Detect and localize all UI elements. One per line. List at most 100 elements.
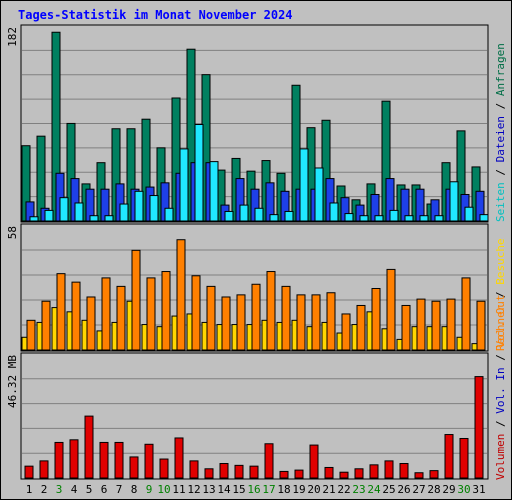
top-bar-seiten-day-3 bbox=[59, 197, 69, 222]
legend-anfragen: Anfragen bbox=[494, 43, 507, 96]
day-label-5: 5 bbox=[86, 483, 93, 496]
bottom-bar-volumen-day-11 bbox=[174, 437, 184, 479]
legend-bottom-text: Volumen / Vol. In / Vol. Out bbox=[494, 295, 507, 480]
mid-bar-rechner-day-2 bbox=[41, 300, 51, 351]
bottom-bar-volumen-day-23 bbox=[354, 468, 364, 479]
top-bar-seiten-day-16 bbox=[254, 207, 264, 222]
bottom-panel: 46.32 MB bbox=[6, 352, 489, 480]
bottom-bar-volumen-day-19 bbox=[294, 469, 304, 479]
mid-bar-rechner-day-3 bbox=[56, 273, 66, 351]
mid-bar-rechner-day-21 bbox=[326, 292, 336, 351]
day-label-13: 13 bbox=[202, 483, 215, 496]
mid-bar-rechner-day-6 bbox=[101, 277, 111, 351]
mid-bar-rechner-day-19 bbox=[296, 294, 306, 351]
bottom-bar-volumen-day-13 bbox=[204, 468, 214, 479]
mid-bar-rechner-day-7 bbox=[116, 285, 126, 351]
bottom-bar-volumen-day-4 bbox=[69, 439, 79, 479]
bottom-bar-volumen-day-14 bbox=[219, 463, 229, 479]
mid-bar-rechner-day-17 bbox=[266, 271, 276, 351]
mid-bar-rechner-day-5 bbox=[86, 296, 96, 351]
day-label-10: 10 bbox=[157, 483, 170, 496]
bottom-bars bbox=[24, 376, 484, 479]
top-bar-seiten-day-13 bbox=[209, 161, 219, 222]
mid-bar-rechner-day-4 bbox=[71, 281, 81, 351]
day-label-14: 14 bbox=[217, 483, 231, 496]
legend-sep: / bbox=[494, 348, 507, 368]
top-bar-seiten-day-29 bbox=[449, 181, 459, 222]
top-bar-seiten-day-6 bbox=[104, 215, 114, 222]
bottom-bar-volumen-day-27 bbox=[414, 472, 424, 479]
bottom-bar-volumen-day-3 bbox=[54, 441, 64, 479]
bottom-bar-volumen-day-24 bbox=[369, 464, 379, 479]
mid-bar-rechner-day-14 bbox=[221, 296, 231, 351]
day-label-21: 21 bbox=[322, 483, 335, 496]
bottom-max-label: 46.32 MB bbox=[6, 355, 19, 408]
day-label-20: 20 bbox=[307, 483, 320, 496]
top-bar-seiten-day-28 bbox=[434, 215, 444, 222]
bottom-bar-volumen-day-28 bbox=[429, 470, 439, 479]
mid-bar-rechner-day-25 bbox=[386, 268, 396, 351]
mid-bar-rechner-day-9 bbox=[146, 277, 156, 351]
mid-bar-rechner-day-11 bbox=[176, 239, 186, 351]
top-bar-seiten-day-21 bbox=[329, 202, 339, 222]
mid-bar-rechner-day-29 bbox=[446, 298, 456, 351]
top-bar-seiten-day-31 bbox=[479, 214, 489, 222]
bottom-bar-volumen-day-7 bbox=[114, 441, 124, 479]
top-bar-seiten-day-25 bbox=[389, 209, 399, 222]
legend-besuche: Besuche bbox=[494, 238, 507, 284]
top-bar-seiten-day-18 bbox=[284, 210, 294, 222]
top-bar-seiten-day-10 bbox=[164, 207, 174, 222]
mid-bar-rechner-day-31 bbox=[476, 300, 486, 351]
legend-vol-in: Vol. In bbox=[494, 367, 507, 413]
day-label-29: 29 bbox=[442, 483, 455, 496]
legend-mid: Rechner / Besuche bbox=[494, 238, 507, 351]
top-bar-seiten-day-23 bbox=[359, 215, 369, 222]
mid-bar-rechner-day-27 bbox=[416, 298, 426, 351]
bottom-bar-volumen-day-21 bbox=[324, 466, 334, 479]
chart-title: Tages-Statistik im Monat November 2024 bbox=[18, 8, 293, 22]
day-label-31: 31 bbox=[472, 483, 485, 496]
top-bar-seiten-day-19 bbox=[299, 148, 309, 222]
bottom-bar-volumen-day-26 bbox=[399, 463, 409, 479]
day-label-25: 25 bbox=[382, 483, 395, 496]
top-bar-seiten-day-9 bbox=[149, 195, 159, 222]
day-label-22: 22 bbox=[337, 483, 350, 496]
day-label-26: 26 bbox=[397, 483, 410, 496]
bottom-bar-volumen-day-8 bbox=[129, 456, 139, 479]
day-label-15: 15 bbox=[232, 483, 245, 496]
day-label-23: 23 bbox=[352, 483, 365, 496]
day-label-2: 2 bbox=[41, 483, 48, 496]
mid-bar-rechner-day-12 bbox=[191, 275, 201, 351]
top-bar-seiten-day-30 bbox=[464, 206, 474, 222]
mid-bar-rechner-day-20 bbox=[311, 294, 321, 351]
top-panel: 182 bbox=[6, 24, 489, 223]
day-label-24: 24 bbox=[367, 483, 381, 496]
bottom-bar-volumen-day-9 bbox=[144, 443, 154, 479]
top-bar-seiten-day-1 bbox=[29, 216, 39, 222]
mid-bar-rechner-day-23 bbox=[356, 304, 366, 351]
top-bar-seiten-day-24 bbox=[374, 215, 384, 222]
bottom-bar-volumen-day-30 bbox=[459, 437, 469, 479]
bottom-bar-volumen-day-6 bbox=[99, 441, 109, 479]
legend-seiten: Seiten bbox=[494, 182, 507, 222]
top-bar-seiten-day-20 bbox=[314, 167, 324, 222]
top-bar-seiten-day-15 bbox=[239, 204, 249, 222]
day-label-11: 11 bbox=[172, 483, 185, 496]
mid-bar-rechner-day-1 bbox=[26, 319, 36, 351]
day-label-16: 16 bbox=[247, 483, 260, 496]
bottom-panel-frame bbox=[20, 352, 489, 480]
legend-sep: / bbox=[494, 285, 507, 305]
mid-bar-rechner-day-30 bbox=[461, 277, 471, 351]
bottom-bar-volumen-day-20 bbox=[309, 444, 319, 479]
legend-top-text: Seiten / Dateien / Anfragen bbox=[494, 43, 507, 222]
legend-top: Seiten / Dateien / Anfragen bbox=[494, 43, 507, 222]
bottom-bar-volumen-day-18 bbox=[279, 470, 289, 479]
top-bar-seiten-day-7 bbox=[119, 203, 129, 222]
mid-bar-rechner-day-13 bbox=[206, 285, 216, 351]
day-label-19: 19 bbox=[292, 483, 305, 496]
legend-mid-text: Rechner / Besuche bbox=[494, 238, 507, 351]
day-label-28: 28 bbox=[427, 483, 440, 496]
day-label-6: 6 bbox=[101, 483, 108, 496]
mid-bar-rechner-day-28 bbox=[431, 300, 441, 351]
